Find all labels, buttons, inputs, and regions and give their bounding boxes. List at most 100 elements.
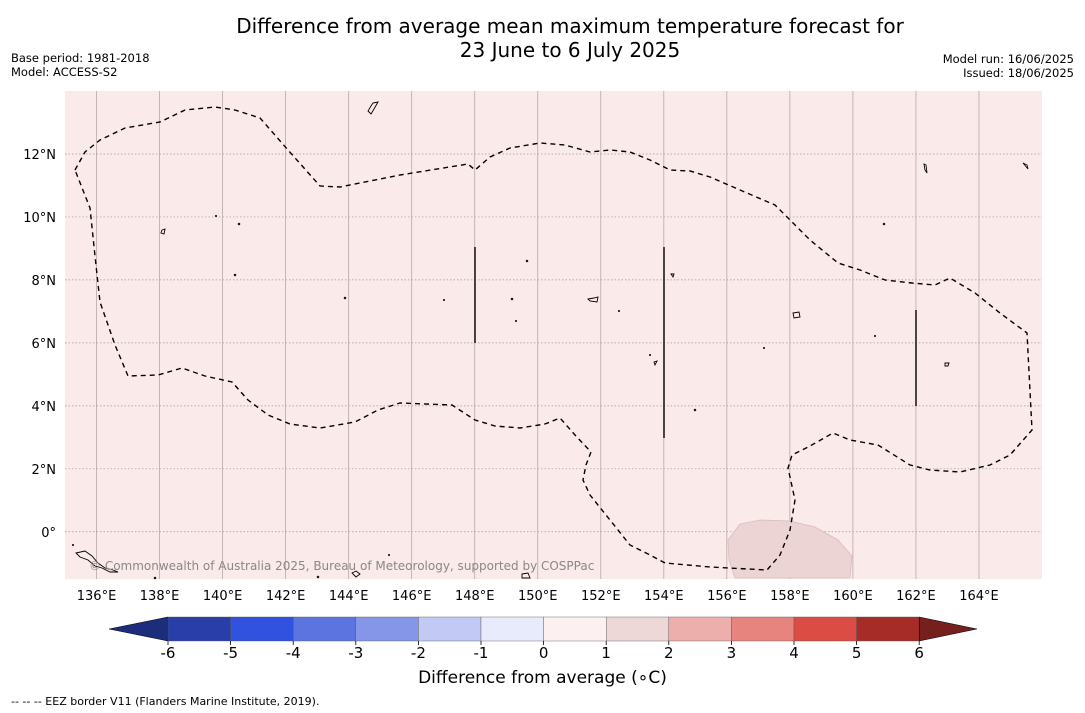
atoll-9 [617,309,621,313]
island-ulithi [160,228,166,235]
lon-tick-label: 152°E [581,589,621,604]
colorbar-bin [418,616,482,642]
island-north-east-2 [1022,162,1029,170]
colorbar-bin [606,616,670,642]
forecast-info-left: Base period: 1981-2018 Model: ACCESS-S2 [11,51,150,79]
lon-tick-label: 158°E [770,589,810,604]
atoll-10 [693,408,697,412]
colorbar-over-arrow [918,616,978,642]
copyright-notice: © Commonwealth of Australia 2025, Bureau… [89,559,594,573]
colorbar-tick-label: 5 [852,644,862,662]
longitude-tick-labels: 136°E 138°E 140°E 142°E 144°E 146°E 148°E 150°E… [77,589,999,604]
colorbar-under-arrow [108,616,169,642]
lon-tick-label: 144°E [329,589,369,604]
colorbar-bin [731,616,795,642]
colorbar-label: Difference from average (∘C) [418,668,667,688]
island-pohnpei [792,311,801,319]
island-small-1 [351,570,361,578]
colorbar-bin [480,616,544,642]
atoll-14 [648,353,652,357]
colorbar-bin [230,616,294,642]
atoll-7 [525,259,529,263]
warm-anomaly-patch [727,519,853,579]
atoll-5 [442,298,446,302]
atoll-4 [343,296,347,300]
eez-footnote: -- -- -- EEZ border V11 (Flanders Marine… [11,695,320,708]
colorbar-bin [856,616,920,642]
atoll-11 [762,346,766,350]
colorbar-bin [293,616,357,642]
colorbar-tick-label: 0 [539,644,549,662]
island-north-east [923,163,928,174]
colorbar-bin [355,616,419,642]
latitude-tick-labels: 12°N 10°N 8°N 6°N 4°N 2°N 0° [23,148,56,541]
colorbar-tick-label: -2 [411,644,426,662]
issued-date: Issued: 18/06/2025 [963,66,1074,80]
lat-tick-label: 6°N [32,337,57,352]
colorbar-tick-label: -5 [223,644,238,662]
colorbar-tick-label: 6 [914,644,924,662]
lat-tick-label: 2°N [32,463,57,478]
atoll-8 [514,319,518,323]
island-kapinga [670,273,675,279]
model-run-date: Model run: 16/06/2025 [942,52,1074,66]
map-background [65,91,1042,579]
forecast-info-right: Model run: 16/06/2025 Issued: 18/06/2025 [943,52,1074,80]
colorbar-bin [793,616,857,642]
atoll-2 [237,222,241,226]
island-new-guinea-coast [75,550,119,573]
lon-tick-label: 140°E [203,589,243,604]
atoll-6 [510,297,514,301]
map-title: Difference from average mean maximum tem… [0,14,1085,62]
lat-tick-label: 10°N [23,211,56,226]
island-guam [367,101,379,115]
colorbar-tick-label: 4 [789,644,799,662]
meridian-lines [474,247,917,438]
lon-tick-label: 146°E [392,589,432,604]
lat-tick-label: 8°N [32,274,57,289]
colorbar-tick-label: 1 [601,644,611,662]
island-chuuk [587,296,599,303]
atoll-1 [233,273,237,277]
colorbar-tick-label: -6 [161,644,176,662]
lon-tick-label: 154°E [644,589,684,604]
islands [71,101,1029,580]
lon-tick-label: 148°E [455,589,495,604]
atoll-15 [387,553,391,557]
title-line-2: 23 June to 6 July 2025 [459,38,681,62]
lon-tick-label: 138°E [140,589,180,604]
colorbar-bin [167,616,231,642]
base-period: Base period: 1981-2018 [11,51,150,65]
atoll-17 [153,576,157,580]
lon-tick-label: 150°E [518,589,558,604]
island-kosrae [944,362,950,367]
lon-tick-label: 162°E [896,589,936,604]
island-nukuoro [653,360,658,367]
lon-tick-label: 160°E [833,589,873,604]
model-name: Model: ACCESS-S2 [11,65,118,79]
colorbar-tick-label: -1 [474,644,489,662]
title-line-1: Difference from average mean maximum tem… [236,14,904,38]
atoll-18 [316,575,320,579]
lat-tick-label: 0° [41,526,56,541]
colorbar: -6 -5 -4 -3 -2 -1 0 1 2 3 4 5 6 [108,616,978,662]
colorbar-bin [668,616,732,642]
lon-tick-label: 136°E [77,589,117,604]
lat-tick-label: 4°N [32,400,57,415]
colorbar-tick-label: -4 [286,644,301,662]
colorbar-tick-label: 3 [727,644,737,662]
colorbar-tick-label: 2 [664,644,674,662]
lat-tick-label: 12°N [23,148,56,163]
atoll-12 [873,334,877,338]
atoll-13 [882,222,886,226]
atoll-3 [214,214,218,218]
island-coast-bottom [521,572,531,579]
atoll-16 [71,543,75,547]
eez-border [74,106,1033,571]
colorbar-tick-label: -3 [348,644,363,662]
lon-tick-label: 142°E [266,589,306,604]
lon-tick-label: 164°E [959,589,999,604]
colorbar-bin [543,616,607,642]
lon-tick-label: 156°E [707,589,747,604]
